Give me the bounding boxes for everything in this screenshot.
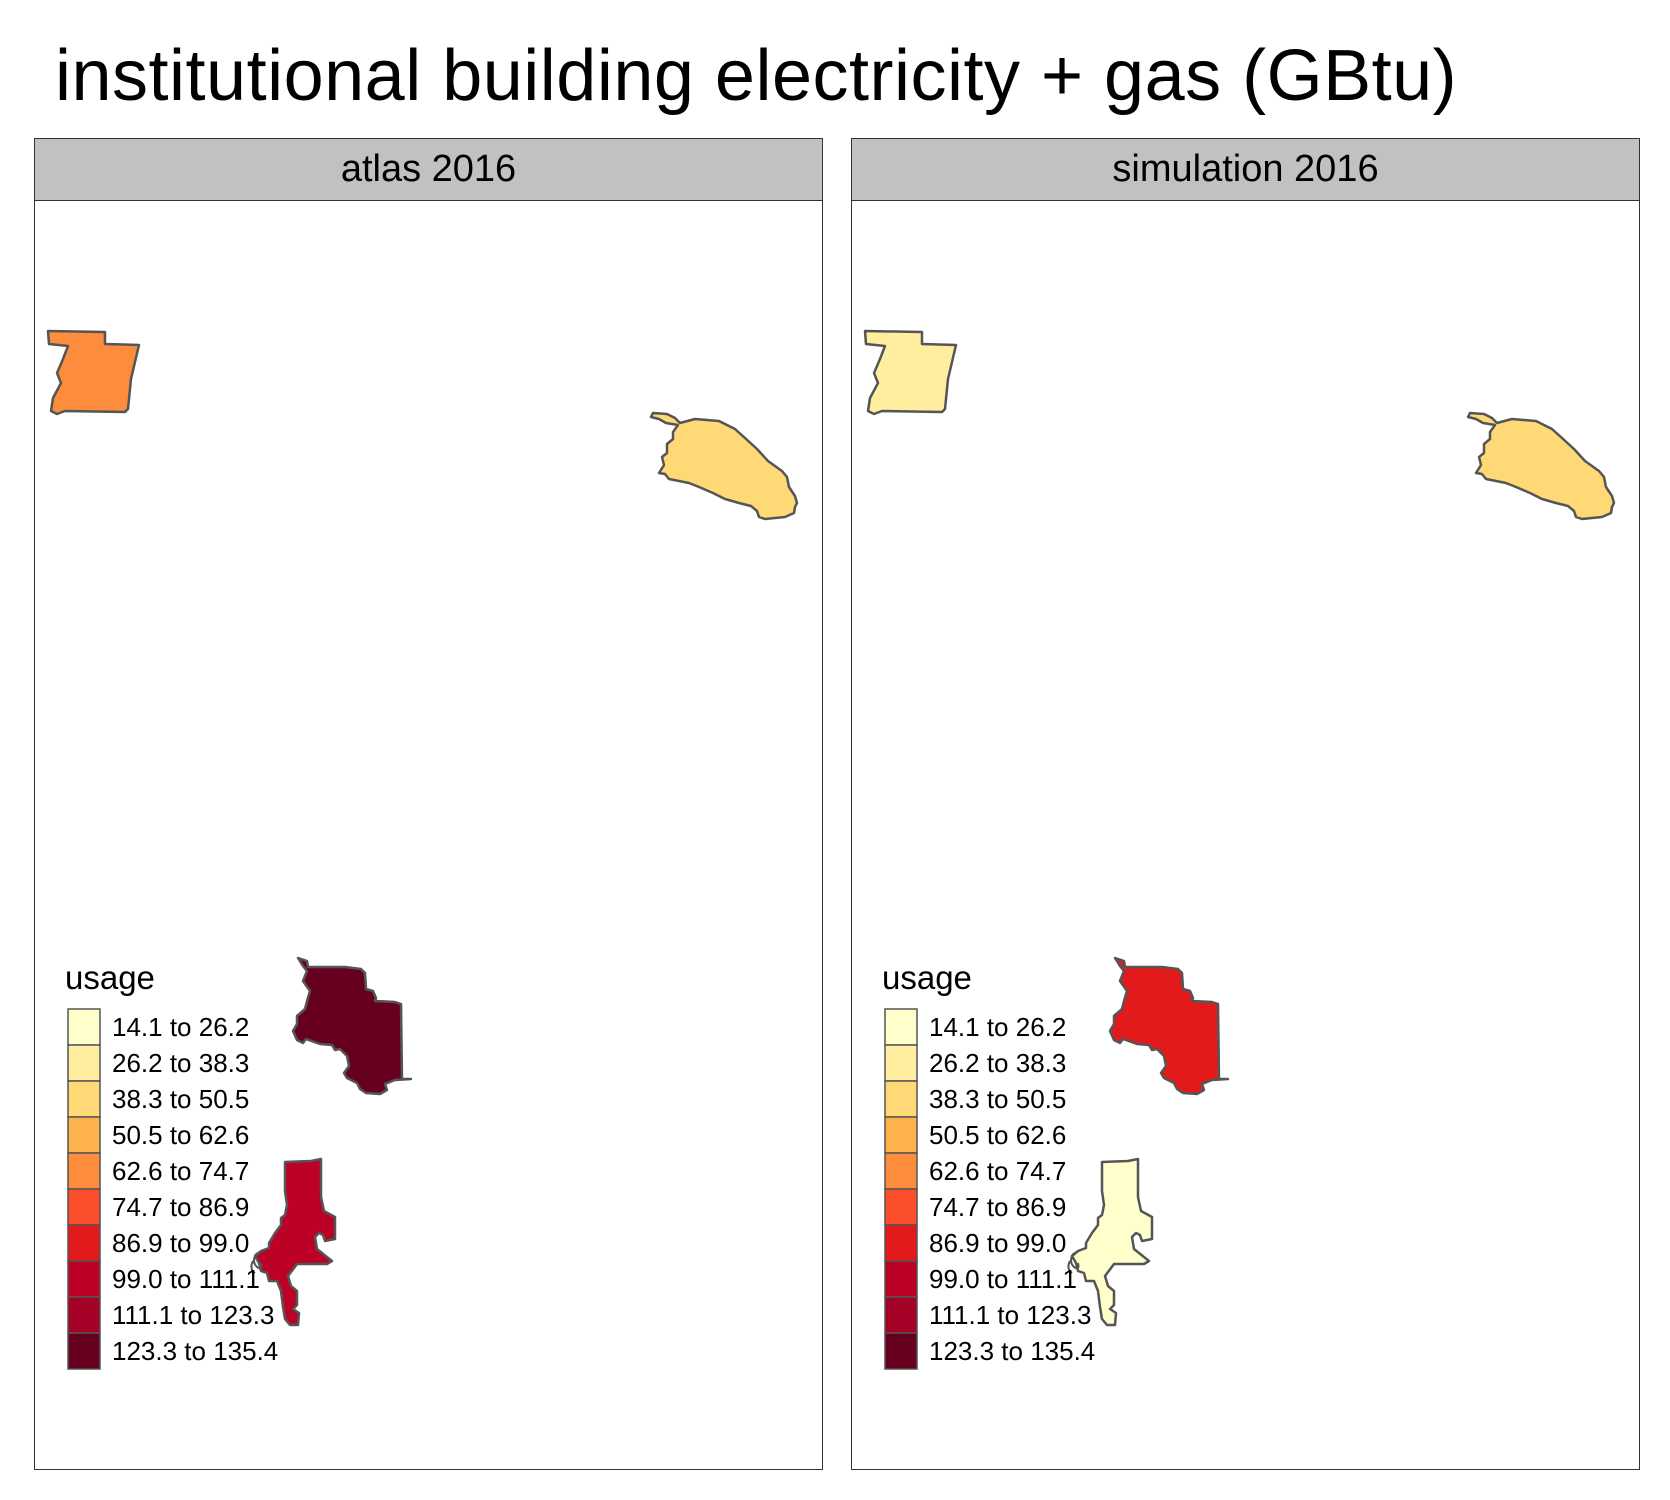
facet-simulation-2016: simulation 2016 usage 14.1 to 26.2 26.2 to… xyxy=(851,138,1640,1470)
facet-atlas-2016: atlas 2016 usage 14.1 to 26.2 26.2 to 38.3… xyxy=(34,138,823,1470)
region-south-central xyxy=(291,956,413,1096)
facet-strip-label: atlas 2016 xyxy=(35,139,822,201)
waterway-detail xyxy=(250,1252,263,1274)
region-south xyxy=(1070,1157,1154,1327)
map-area-atlas xyxy=(46,329,799,1327)
region-northeast xyxy=(649,411,799,521)
waterway-detail xyxy=(1067,1252,1080,1274)
region-south-central xyxy=(1108,956,1230,1096)
map-area-simulation xyxy=(863,329,1616,1327)
region-south xyxy=(253,1157,337,1327)
region-northwest xyxy=(863,329,958,416)
region-northwest xyxy=(46,329,141,416)
page-title: institutional building electricity + gas… xyxy=(55,36,1458,116)
facet-strip-label: simulation 2016 xyxy=(852,139,1639,201)
region-northeast xyxy=(1466,411,1616,521)
